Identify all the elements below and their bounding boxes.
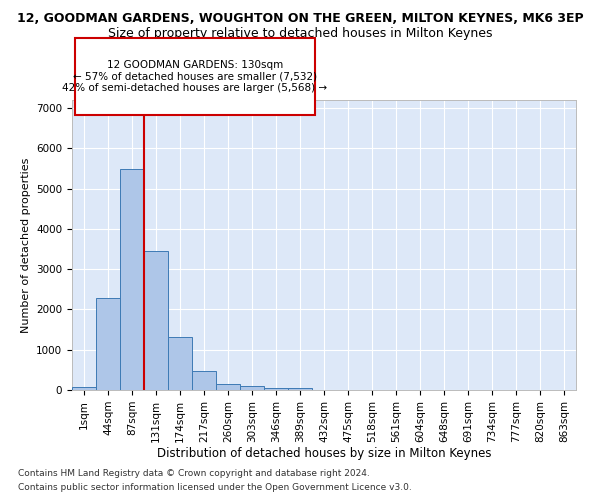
Bar [144,251,168,390]
Bar [264,388,288,390]
Bar [120,170,144,390]
Bar [168,337,192,390]
Text: 12 GOODMAN GARDENS: 130sqm
← 57% of detached houses are smaller (7,532)
42% of s: 12 GOODMAN GARDENS: 130sqm ← 57% of deta… [62,60,328,93]
Bar [216,384,240,390]
Text: Size of property relative to detached houses in Milton Keynes: Size of property relative to detached ho… [108,28,492,40]
Y-axis label: Number of detached properties: Number of detached properties [20,158,31,332]
Bar [240,386,264,390]
Bar [288,388,312,390]
Text: Contains HM Land Registry data © Crown copyright and database right 2024.: Contains HM Land Registry data © Crown c… [18,468,370,477]
Text: 12, GOODMAN GARDENS, WOUGHTON ON THE GREEN, MILTON KEYNES, MK6 3EP: 12, GOODMAN GARDENS, WOUGHTON ON THE GRE… [17,12,583,26]
Bar [72,387,96,390]
X-axis label: Distribution of detached houses by size in Milton Keynes: Distribution of detached houses by size … [157,448,491,460]
Bar [192,371,216,390]
Text: Contains public sector information licensed under the Open Government Licence v3: Contains public sector information licen… [18,484,412,492]
Bar [96,298,120,390]
